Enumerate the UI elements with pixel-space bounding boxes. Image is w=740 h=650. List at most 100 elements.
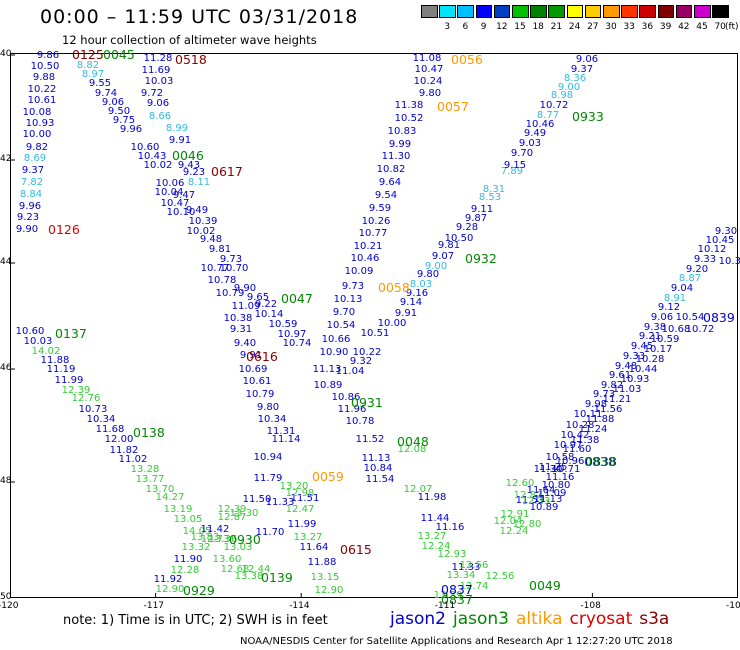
wave-height-value: 12.07 bbox=[403, 484, 433, 495]
legend-swatch bbox=[566, 5, 584, 18]
wave-height-value: 10.72 bbox=[685, 324, 715, 335]
wave-height-value: 11.38 bbox=[570, 435, 600, 446]
wave-height-value: 8.77 bbox=[536, 110, 560, 121]
wave-height-value: 9.15 bbox=[503, 160, 527, 171]
legend-tick-label: 27 bbox=[587, 22, 599, 32]
wave-height-value: 13.28 bbox=[130, 464, 160, 475]
wave-height-value: 9.12 bbox=[657, 302, 681, 313]
pass-time-label: 0616 bbox=[246, 349, 278, 364]
wave-height-value: 9.49 bbox=[185, 205, 209, 216]
wave-height-value: 10.79 bbox=[245, 389, 275, 400]
pass-time-label: 0045 bbox=[103, 47, 135, 62]
wave-height-value: 9.59 bbox=[368, 203, 392, 214]
wave-height-value: 9.31 bbox=[229, 324, 253, 335]
wave-height-value: 9.33 bbox=[693, 254, 717, 265]
wave-height-value: 9.23 bbox=[182, 167, 206, 178]
wave-height-value: 12.47 bbox=[285, 504, 315, 515]
wave-height-value: 9.81 bbox=[437, 240, 461, 251]
wave-height-value: 11.13 bbox=[533, 494, 563, 505]
wave-height-value: 13.32 bbox=[181, 542, 211, 553]
legend-swatch bbox=[530, 5, 547, 18]
wave-height-value: 10.72 bbox=[539, 100, 569, 111]
wave-height-value: 10.50 bbox=[444, 233, 474, 244]
wave-height-value: 11.82 bbox=[109, 445, 139, 456]
wave-height-value: 10.78 bbox=[207, 275, 237, 286]
legend-swatch bbox=[675, 5, 693, 18]
pass-time-label: 0125 bbox=[72, 47, 104, 62]
wave-height-value: 13.03 bbox=[223, 542, 253, 553]
wave-height-value: 11.64 bbox=[299, 542, 329, 553]
wave-height-value: 11.38 bbox=[394, 100, 424, 111]
wave-height-value: 10.89 bbox=[313, 380, 343, 391]
pass-time-label: 0518 bbox=[175, 52, 207, 67]
legend-tick-label: 24 bbox=[568, 22, 581, 32]
wave-height-value: 8.84 bbox=[19, 189, 43, 200]
wave-height-value: 10.04 bbox=[154, 187, 184, 198]
wave-height-value: 10.61 bbox=[27, 95, 57, 106]
legend-swatch bbox=[512, 5, 529, 18]
pass-time-label: 0059 bbox=[312, 469, 344, 484]
legend-swatch bbox=[439, 5, 456, 18]
legend-tick-label: 33 bbox=[623, 22, 635, 32]
wave-height-value: 10.28 bbox=[565, 420, 595, 431]
wave-height-value: 12.68 bbox=[220, 564, 250, 575]
wave-height-value: 10.54 bbox=[675, 312, 705, 323]
wave-height-value: 10.93 bbox=[25, 118, 55, 129]
wave-height-value: 10.34 bbox=[257, 414, 287, 425]
wave-height-value: 11.19 bbox=[46, 364, 76, 375]
satellite-name: s3a bbox=[639, 609, 670, 629]
wave-height-value: 10.59 bbox=[268, 319, 298, 330]
wave-height-value: 11.02 bbox=[118, 454, 148, 465]
wave-height-value: 10.08 bbox=[22, 107, 52, 118]
wave-height-value: 10.43 bbox=[137, 151, 167, 162]
wave-height-value: 12.24 bbox=[421, 541, 451, 552]
wave-height-value: 10.78 bbox=[345, 416, 375, 427]
lon-tick-label: -117 bbox=[143, 601, 165, 611]
wave-height-value: 9.43 bbox=[177, 160, 201, 171]
lat-tick-label: 44 bbox=[0, 257, 12, 267]
wave-height-value: 9.70 bbox=[510, 148, 534, 159]
wave-height-value: 10.93 bbox=[620, 374, 650, 385]
legend-tick-label: 6 bbox=[462, 22, 469, 32]
wave-height-value: 8.03 bbox=[409, 279, 433, 290]
wave-height-value: 13.27 bbox=[417, 531, 447, 542]
wave-height-value: 10.50 bbox=[30, 61, 60, 72]
lon-tick-label: -114 bbox=[289, 601, 310, 611]
wave-height-value: 10.59 bbox=[650, 334, 680, 345]
wave-height-value: 11.88 bbox=[307, 557, 337, 568]
wave-height-value: 9.21 bbox=[638, 331, 662, 342]
wave-height-value: 9.37 bbox=[570, 64, 594, 75]
wave-height-value: 13.05 bbox=[173, 514, 203, 525]
wave-height-value: 9.06 bbox=[146, 98, 170, 109]
legend-swatch bbox=[548, 5, 565, 18]
wave-height-value: 9.48 bbox=[199, 234, 223, 245]
wave-height-value: 9.98 bbox=[584, 399, 608, 410]
wave-height-value: 12.90 bbox=[155, 584, 185, 595]
wave-height-value: 12.00 bbox=[104, 434, 134, 445]
wave-height-value: 12.24 bbox=[499, 526, 529, 537]
wave-height-value: 13.27 bbox=[293, 532, 323, 543]
wave-height-value: 13.83 bbox=[190, 532, 220, 543]
pass-time-label: 0930 bbox=[229, 532, 261, 547]
wave-height-value: 9.40 bbox=[233, 338, 257, 349]
wave-height-value: 9.00 bbox=[557, 82, 581, 93]
wave-height-value: 11.60 bbox=[562, 444, 592, 455]
legend-tick-label: 18 bbox=[532, 22, 544, 32]
wave-height-value: 11.88 bbox=[585, 414, 615, 425]
pass-time-label: 0137 bbox=[55, 326, 87, 341]
map-title: 00:00 – 11:59 UTC 03/31/2018 bbox=[40, 6, 359, 28]
wave-height-value: 10.97 bbox=[553, 440, 583, 451]
lat-tick-label: 42 bbox=[0, 154, 12, 164]
wave-height-value: 11.70 bbox=[255, 527, 285, 538]
wave-height-value: 12.74 bbox=[459, 581, 489, 592]
wave-height-value: 10.17 bbox=[643, 344, 673, 355]
satellite-name: jason2 bbox=[390, 609, 446, 629]
wave-height-value: 13.19 bbox=[163, 504, 193, 515]
wave-height-value: 9.06 bbox=[575, 54, 599, 65]
legend-tick-label: 21 bbox=[550, 22, 563, 32]
wave-height-value: 10.42 bbox=[560, 430, 590, 441]
wave-height-value: 10.83 bbox=[387, 126, 417, 137]
legend-tick-label: 3 bbox=[444, 22, 451, 32]
wave-height-value: 12.56 bbox=[485, 571, 515, 582]
wave-height-value: 12.04 bbox=[493, 516, 523, 527]
